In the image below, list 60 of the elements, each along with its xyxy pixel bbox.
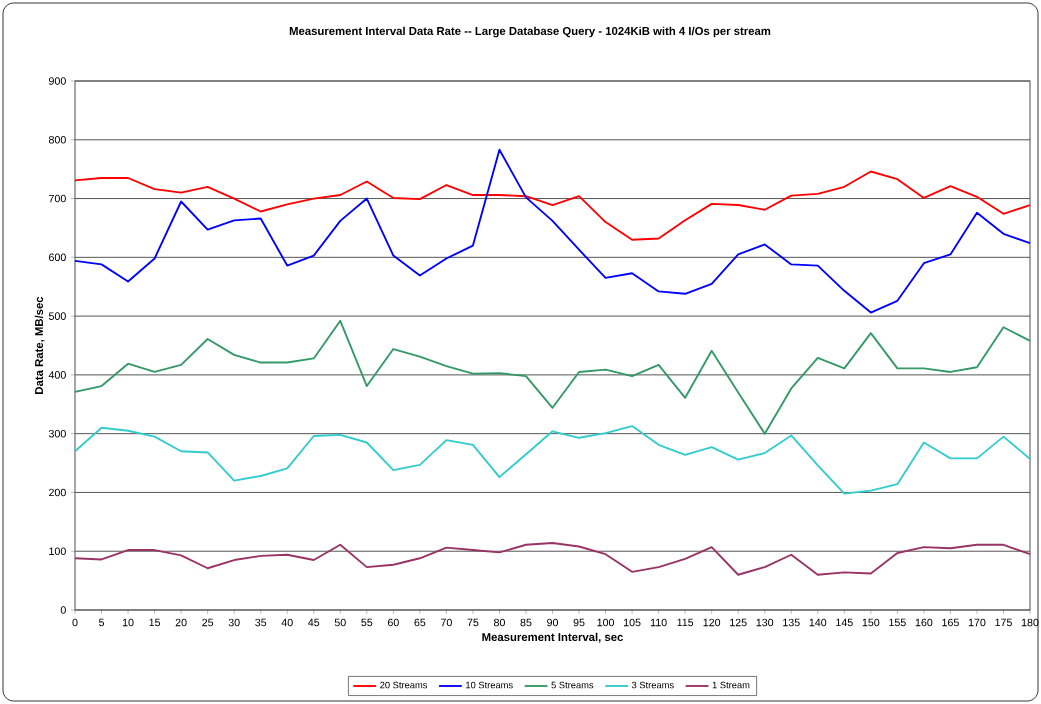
chart-title: Measurement Interval Data Rate -- Large Database Query - 1024KiB with 4 I/Os per stream (289, 26, 771, 38)
y-tick-label: 400 (48, 371, 66, 379)
y-tick-label: 900 (49, 77, 66, 85)
x-tick-label: 80 (493, 618, 505, 627)
line-series (74, 425, 1031, 495)
y-tick-label: 100 (49, 547, 66, 555)
x-tick-label: 130 (756, 618, 774, 627)
x-tick-label: 145 (836, 618, 853, 627)
x-tick-label: 95 (573, 618, 585, 627)
y-tick-label: 200 (49, 488, 66, 497)
x-tick-label: 170 (968, 618, 986, 627)
line-series (74, 170, 1031, 241)
x-axis-title: Measurement Interval, sec (482, 632, 624, 643)
x-tick-label: 60 (387, 618, 399, 627)
y-tick-label: 600 (49, 253, 66, 262)
legend-label: 3 Streams (631, 681, 674, 689)
x-tick-label: 20 (175, 618, 187, 627)
x-tick-label: 115 (677, 618, 694, 627)
x-tick-label: 5 (98, 618, 105, 627)
y-tick-label: 800 (48, 136, 66, 144)
line-series (74, 542, 1031, 576)
legend-label: 1 Stream (712, 681, 750, 689)
x-tick-label: 65 (414, 618, 426, 627)
y-tick-label: 300 (48, 429, 66, 438)
x-tick-label: 105 (624, 618, 641, 627)
x-tick-label: 15 (149, 618, 161, 627)
legend-label: 20 Streams (380, 681, 428, 689)
legend-label: 5 Streams (551, 681, 594, 689)
x-tick-label: 120 (703, 618, 721, 627)
x-tick-label: 180 (1021, 618, 1039, 627)
x-tick-label: 50 (334, 618, 346, 627)
x-tick-label: 10 (122, 618, 134, 627)
x-tick-label: 90 (547, 618, 559, 627)
x-tick-label: 75 (467, 618, 479, 627)
x-tick-label: 40 (281, 618, 293, 627)
x-tick-label: 70 (441, 618, 452, 627)
x-tick-label: 35 (255, 618, 267, 627)
line-series (74, 148, 1031, 314)
x-tick-label: 85 (520, 618, 532, 627)
x-tick-label: 150 (862, 618, 880, 627)
x-tick-label: 100 (597, 618, 615, 627)
x-tick-label: 175 (995, 618, 1012, 627)
x-tick-label: 55 (361, 618, 373, 627)
y-tick-label: 0 (60, 606, 66, 614)
x-tick-label: 45 (308, 618, 320, 627)
y-axis-title: Data Rate, MB/sec (34, 296, 45, 394)
x-tick-label: 155 (889, 618, 906, 627)
x-tick-label: 135 (783, 618, 800, 627)
y-tick-label: 700 (49, 194, 66, 203)
x-tick-label: 160 (915, 618, 933, 627)
line-series (74, 319, 1031, 435)
x-tick-label: 125 (730, 618, 747, 627)
legend-label: 10 Streams (466, 681, 513, 689)
x-tick-label: 30 (228, 618, 240, 627)
y-tick-label: 500 (48, 312, 66, 320)
x-tick-label: 110 (650, 618, 667, 627)
x-tick-label: 140 (809, 618, 827, 627)
x-tick-label: 25 (202, 618, 214, 627)
x-tick-label: 165 (942, 618, 959, 627)
x-tick-label: 0 (72, 618, 78, 627)
